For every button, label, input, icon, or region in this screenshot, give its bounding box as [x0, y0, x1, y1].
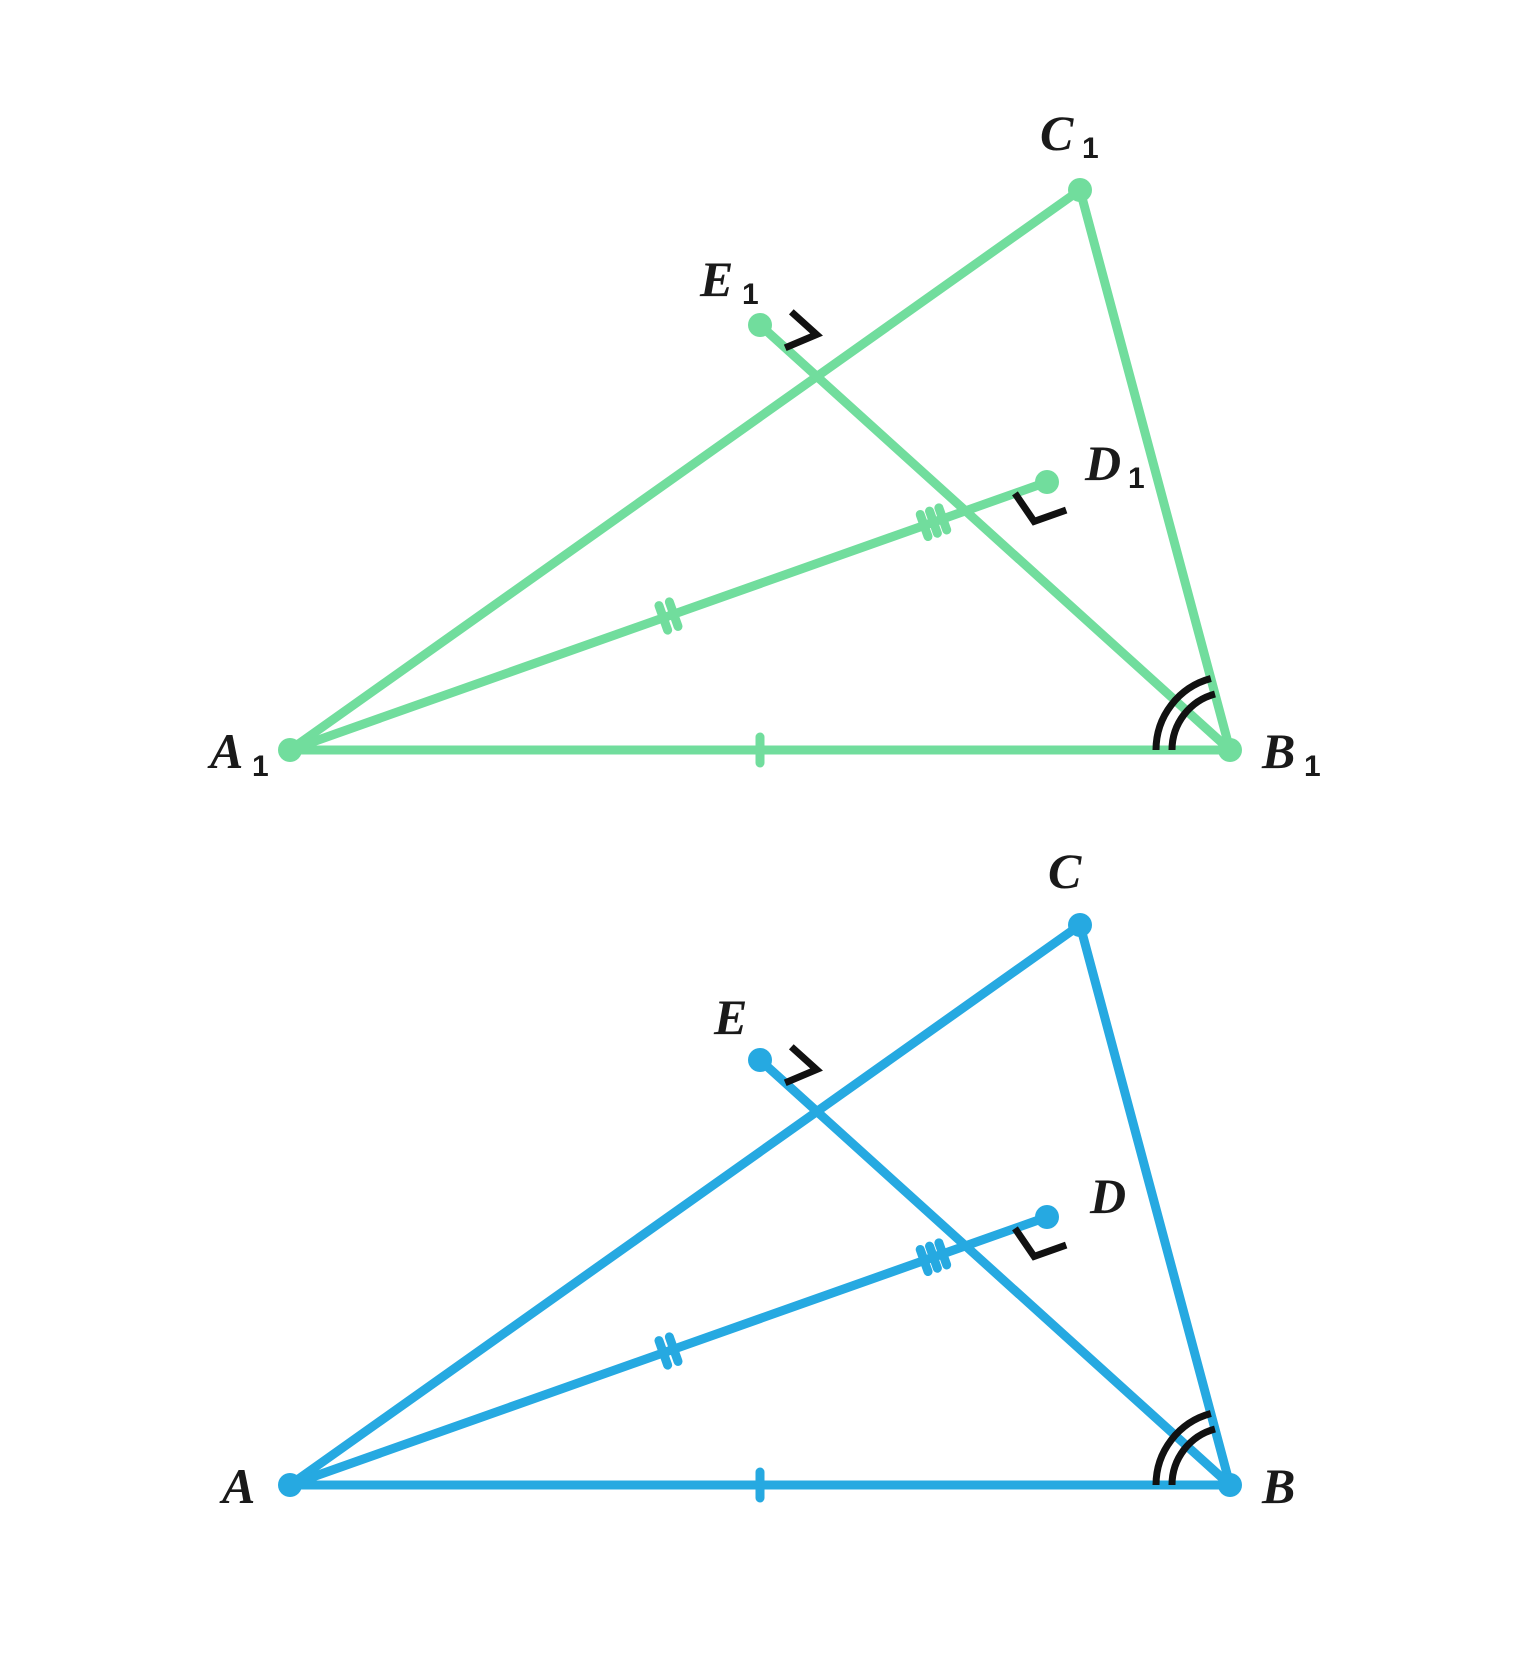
- geometry-diagram: A1B1C1D1E1ABCDE: [0, 0, 1536, 1674]
- vertex-label-b: B: [1261, 1458, 1295, 1514]
- vertex-label-c: C: [1040, 105, 1074, 161]
- vertex-e-dot: [748, 313, 772, 337]
- vertex-d-dot: [1035, 1205, 1059, 1229]
- vertex-label-a: A: [219, 1458, 255, 1514]
- vertex-b-dot: [1218, 738, 1242, 762]
- vertex-label-b-sub: 1: [1304, 750, 1321, 783]
- vertex-label-b: B: [1261, 723, 1295, 779]
- vertex-c-dot: [1068, 913, 1092, 937]
- vertex-label-c-sub: 1: [1082, 132, 1099, 165]
- vertex-a-dot: [278, 1473, 302, 1497]
- vertex-label-e: E: [713, 989, 747, 1045]
- vertex-d-dot: [1035, 470, 1059, 494]
- triangle-bottom: A B C D E: [219, 843, 1295, 1514]
- vertex-label-a-sub: 1: [252, 750, 269, 783]
- vertex-label-e: E: [699, 251, 733, 307]
- vertex-a-dot: [278, 738, 302, 762]
- vertex-label-d-sub: 1: [1128, 462, 1145, 495]
- vertex-c-dot: [1068, 178, 1092, 202]
- vertex-label-a: A: [207, 723, 243, 779]
- vertex-b-dot: [1218, 1473, 1242, 1497]
- vertex-e-dot: [748, 1048, 772, 1072]
- vertex-label-d: D: [1089, 1168, 1126, 1224]
- vertex-label-c: C: [1048, 843, 1082, 899]
- vertex-label-e-sub: 1: [742, 278, 759, 311]
- vertex-label-d: D: [1084, 435, 1121, 491]
- triangle-top: A1B1C1D1E1: [207, 105, 1321, 783]
